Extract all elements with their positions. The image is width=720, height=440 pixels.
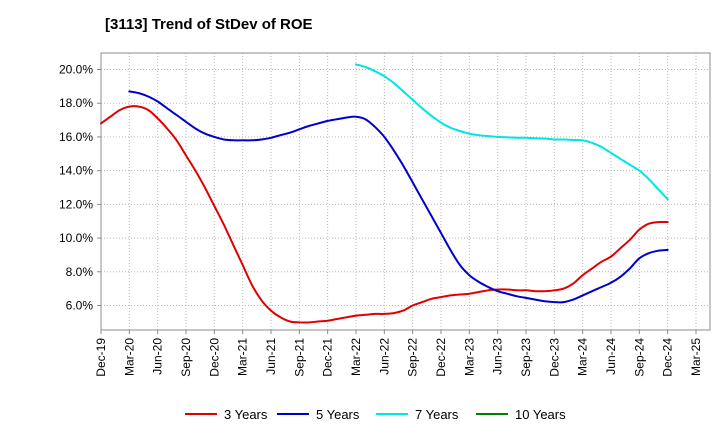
- x-tick-label: Mar-23: [462, 338, 476, 376]
- plot-area-frame: [100, 52, 711, 331]
- y-tick-label: 8.0%: [66, 265, 94, 279]
- y-tick-label: 16.0%: [59, 130, 93, 144]
- x-tick-label: Mar-24: [576, 338, 590, 376]
- x-tick-label: Mar-25: [689, 338, 703, 376]
- legend-label: 10 Years: [515, 407, 566, 422]
- series-line-3-years: [100, 105, 669, 324]
- x-tick-label: Dec-24: [661, 338, 675, 377]
- grid-lines: [101, 53, 710, 330]
- x-tick-label: Sep-22: [406, 338, 420, 377]
- x-axis: Dec-19 Mar-20 Jun-20 Sep-20 Dec-20 Mar-21 Jun-…: [94, 330, 703, 377]
- legend-label: 3 Years: [224, 407, 268, 422]
- series-line-7-years: [355, 63, 669, 201]
- x-tick-label: Dec-19: [94, 338, 108, 377]
- y-tick-label: 20.0%: [59, 63, 93, 77]
- y-tick-label: 6.0%: [66, 299, 94, 313]
- y-tick-label: 18.0%: [59, 96, 93, 110]
- x-tick-label: Jun-20: [151, 338, 165, 375]
- x-tick-label: Sep-21: [292, 338, 306, 377]
- x-tick-label: Dec-20: [207, 338, 221, 377]
- legend: 3 Years 5 Years 7 Years 10 Years: [185, 407, 566, 422]
- series-line-5-years: [128, 90, 669, 304]
- x-tick-label: Jun-23: [491, 338, 505, 375]
- x-tick-label: Mar-22: [349, 338, 363, 376]
- legend-label: 7 Years: [415, 407, 459, 422]
- series-lines: [100, 63, 669, 324]
- chart-title: [3113] Trend of StDev of ROE: [105, 16, 313, 33]
- x-tick-label: Mar-20: [122, 338, 136, 376]
- y-tick-label: 12.0%: [59, 197, 93, 211]
- y-tick-label: 14.0%: [59, 164, 93, 178]
- x-tick-label: Sep-20: [179, 338, 193, 377]
- x-tick-label: Jun-24: [604, 338, 618, 375]
- x-tick-label: Dec-23: [547, 338, 561, 377]
- x-tick-label: Dec-22: [434, 338, 448, 377]
- x-tick-label: Sep-23: [519, 338, 533, 377]
- y-tick-label: 10.0%: [59, 231, 93, 245]
- x-tick-label: Mar-21: [236, 338, 250, 376]
- legend-label: 5 Years: [316, 407, 360, 422]
- x-tick-label: Dec-21: [321, 338, 335, 377]
- x-tick-label: Sep-24: [632, 338, 646, 377]
- x-tick-label: Jun-22: [377, 338, 391, 375]
- y-axis: 6.0% 8.0% 10.0% 12.0% 14.0% 16.0% 18.0% 20.0%: [59, 63, 101, 313]
- x-tick-label: Jun-21: [264, 338, 278, 375]
